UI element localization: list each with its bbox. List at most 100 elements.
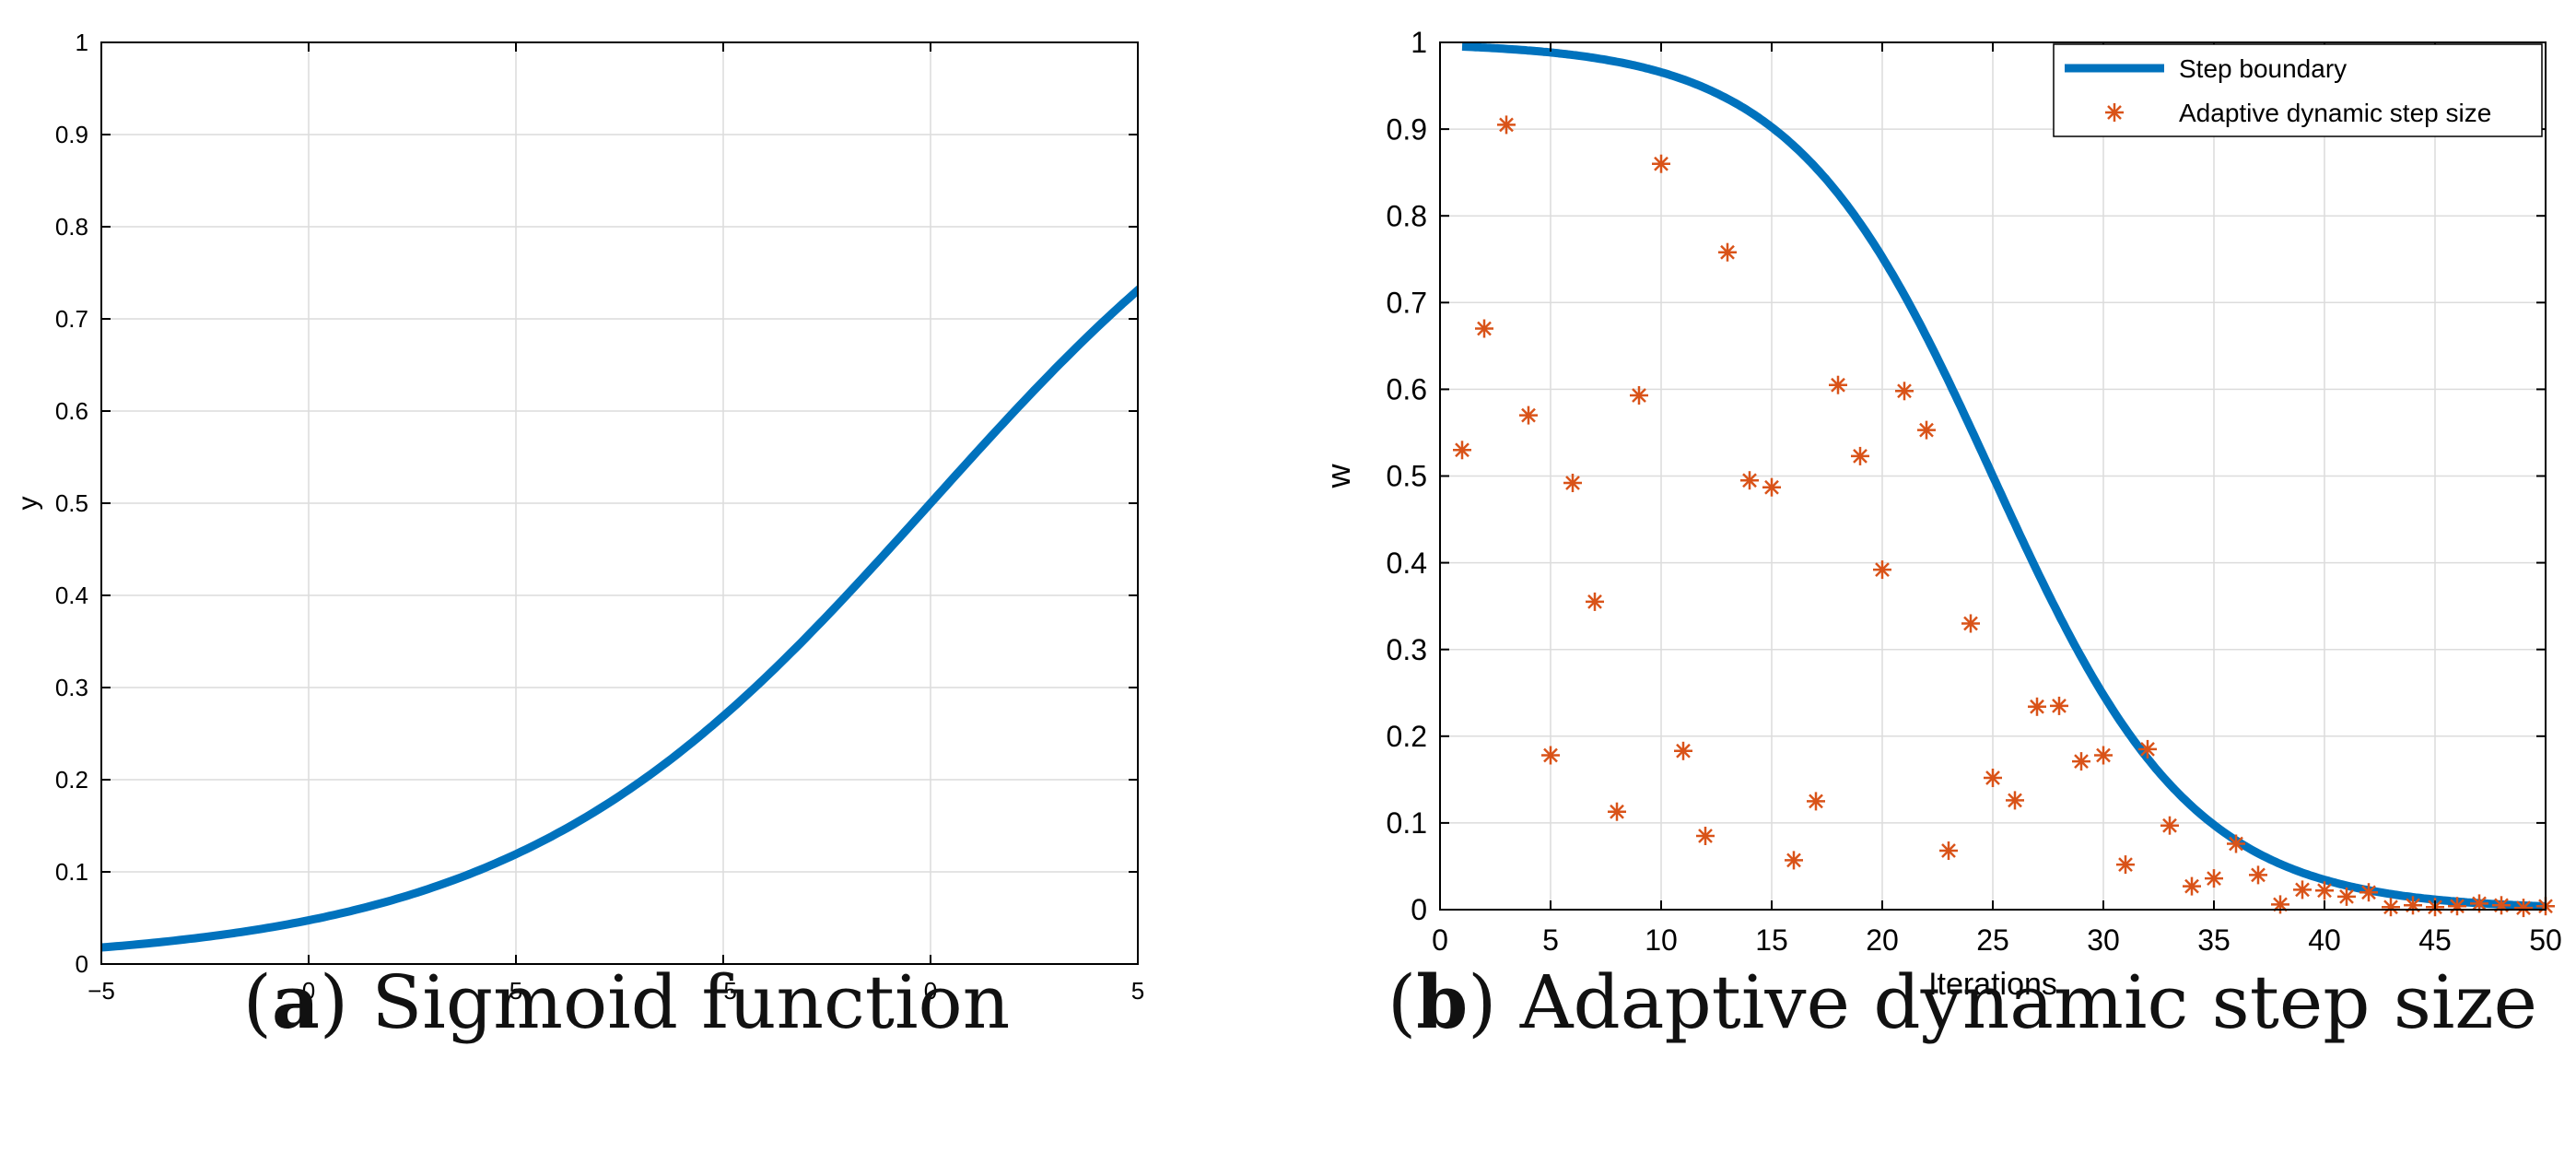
adaptive-step-point xyxy=(1718,242,1737,262)
adaptive-step-y-tick-label: 0.1 xyxy=(1387,806,1427,840)
adaptive-step-point xyxy=(1541,746,1560,765)
adaptive-step-x-tick-label: 20 xyxy=(1866,923,1899,957)
adaptive-step-point-stroke xyxy=(1455,442,1469,458)
adaptive-step-point-stroke xyxy=(1654,156,1669,171)
adaptive-step-point xyxy=(2050,696,2068,715)
adaptive-step-point xyxy=(1630,386,1648,405)
adaptive-step-point-stroke xyxy=(1543,747,1558,763)
adaptive-step-point xyxy=(1608,802,1626,821)
adaptive-step-point-stroke xyxy=(1786,853,1801,868)
adaptive-step-x-tick-label: 0 xyxy=(1432,923,1448,957)
adaptive-step-point xyxy=(1497,115,1516,135)
adaptive-step-point-stroke xyxy=(1521,407,1536,423)
caption-a: (a) Sigmoid function xyxy=(242,958,1011,1045)
adaptive-step-point-stroke xyxy=(2229,836,2243,852)
adaptive-step-point-stroke xyxy=(1985,770,2000,785)
sigmoid-x-tick-label: 0 xyxy=(302,977,315,1005)
adaptive-step-point xyxy=(1563,474,1582,492)
adaptive-step-y-tick-label: 0.7 xyxy=(1387,287,1427,320)
adaptive-step-point-stroke xyxy=(2118,857,2133,872)
adaptive-step-point-stroke xyxy=(1587,594,1602,609)
adaptive-step-point xyxy=(1453,441,1471,460)
adaptive-step-point xyxy=(2160,816,2179,835)
sigmoid-y-tick-label: 0 xyxy=(76,950,88,978)
adaptive-step-point-stroke xyxy=(1875,562,1890,577)
sigmoid-y-tick-label: 1 xyxy=(76,29,88,56)
sigmoid-y-tick-label: 0.7 xyxy=(55,305,88,333)
adaptive-step-point xyxy=(2271,895,2289,914)
adaptive-step-y-tick-label: 0.9 xyxy=(1387,112,1427,146)
adaptive-step-point-stroke xyxy=(2472,896,2487,911)
adaptive-step-y-label: w xyxy=(1319,464,1357,489)
sigmoid-x-tick-label: −5 xyxy=(88,977,115,1005)
adaptive-step-point-stroke xyxy=(2383,900,2398,915)
sigmoid-x-tick-label: 5 xyxy=(509,977,522,1005)
adaptive-step-point xyxy=(2072,752,2090,771)
adaptive-step-point xyxy=(1652,154,1670,173)
adaptive-step-point xyxy=(2183,876,2201,896)
adaptive-step-point-stroke xyxy=(2207,871,2221,886)
adaptive-step-point-stroke xyxy=(1698,829,1713,843)
adaptive-step-point-stroke xyxy=(2339,889,2354,904)
adaptive-step-y-tick-label: 0.3 xyxy=(1387,633,1427,666)
sigmoid-y-tick-label: 0.1 xyxy=(55,858,88,886)
sigmoid-x-tick-label: −5 xyxy=(709,977,737,1005)
adaptive-step-point-stroke xyxy=(2030,699,2044,714)
adaptive-step-point xyxy=(2006,791,2024,810)
adaptive-step-point xyxy=(2249,865,2267,885)
adaptive-step-point xyxy=(1807,792,1825,811)
adaptive-step-point-stroke xyxy=(2052,699,2067,713)
adaptive-step-point-stroke xyxy=(2251,867,2266,883)
adaptive-step-point xyxy=(1851,446,1869,465)
adaptive-step-point xyxy=(2205,869,2223,888)
adaptive-step-point-stroke xyxy=(2008,793,2022,808)
adaptive-step-point xyxy=(2094,746,2113,765)
adaptive-step-point-stroke xyxy=(1565,476,1580,490)
sigmoid-x-tick-label: 5 xyxy=(1131,977,1144,1005)
adaptive-step-point xyxy=(2116,855,2135,875)
sigmoid-y-tick-label: 0.5 xyxy=(55,489,88,517)
adaptive-step-point xyxy=(2448,897,2466,916)
adaptive-step-x-tick-label: 40 xyxy=(2308,923,2341,957)
adaptive-step-point-stroke xyxy=(1610,804,1624,819)
adaptive-step-point xyxy=(2404,896,2422,915)
adaptive-step-point xyxy=(1829,375,1847,394)
adaptive-step-point-stroke xyxy=(1632,388,1646,403)
adaptive-step-point xyxy=(1674,741,1692,760)
adaptive-step-legend-box xyxy=(2053,43,2543,137)
adaptive-step-point-stroke xyxy=(2317,883,2332,899)
caption-b-text: ) Adaptive dynamic step size xyxy=(1468,959,2537,1045)
adaptive-step-x-tick-label: 15 xyxy=(1755,923,1788,957)
adaptive-step-point xyxy=(2382,898,2400,917)
sigmoid-y-label: y xyxy=(13,497,43,511)
adaptive-step-point xyxy=(1519,406,1538,425)
adaptive-step-point xyxy=(2359,883,2378,902)
sigmoid-y-tick-label: 0.3 xyxy=(55,674,88,701)
adaptive-step-point xyxy=(1696,827,1715,845)
adaptive-step-y-tick-label: 0.5 xyxy=(1387,460,1427,493)
adaptive-step-x-tick-label: 25 xyxy=(1976,923,2009,957)
adaptive-step-y-tick-label: 0.8 xyxy=(1387,199,1427,232)
adaptive-step-y-tick-label: 0.6 xyxy=(1387,373,1427,406)
adaptive-step-legend-marker-stroke xyxy=(2107,105,2122,120)
adaptive-step-point-stroke xyxy=(1963,616,1978,631)
adaptive-step-point xyxy=(2227,834,2245,853)
adaptive-step-point-stroke xyxy=(1477,321,1492,336)
adaptive-step-point xyxy=(1740,471,1759,490)
adaptive-step-y-tick-label: 0.2 xyxy=(1387,720,1427,753)
adaptive-step-point-stroke xyxy=(2184,878,2199,894)
adaptive-step-y-tick-label: 0.4 xyxy=(1387,547,1427,580)
adaptive-step-x-tick-label: 35 xyxy=(2197,923,2231,957)
adaptive-step-point xyxy=(1873,560,1891,580)
caption-a-letter: a xyxy=(272,958,320,1045)
sigmoid-x-tick-label: 0 xyxy=(924,977,937,1005)
adaptive-step-point xyxy=(2492,896,2511,915)
caption-b: (b) Adaptive dynamic step size xyxy=(1387,958,2537,1045)
adaptive-step-y-tick-label: 0 xyxy=(1411,893,1427,926)
adaptive-step-point-stroke xyxy=(2074,754,2089,769)
adaptive-step-point-stroke xyxy=(1831,377,1845,393)
adaptive-step-point xyxy=(1939,841,1958,860)
adaptive-step-point-stroke xyxy=(1676,743,1691,759)
adaptive-step-x-label: Iterations xyxy=(1928,967,2057,1002)
